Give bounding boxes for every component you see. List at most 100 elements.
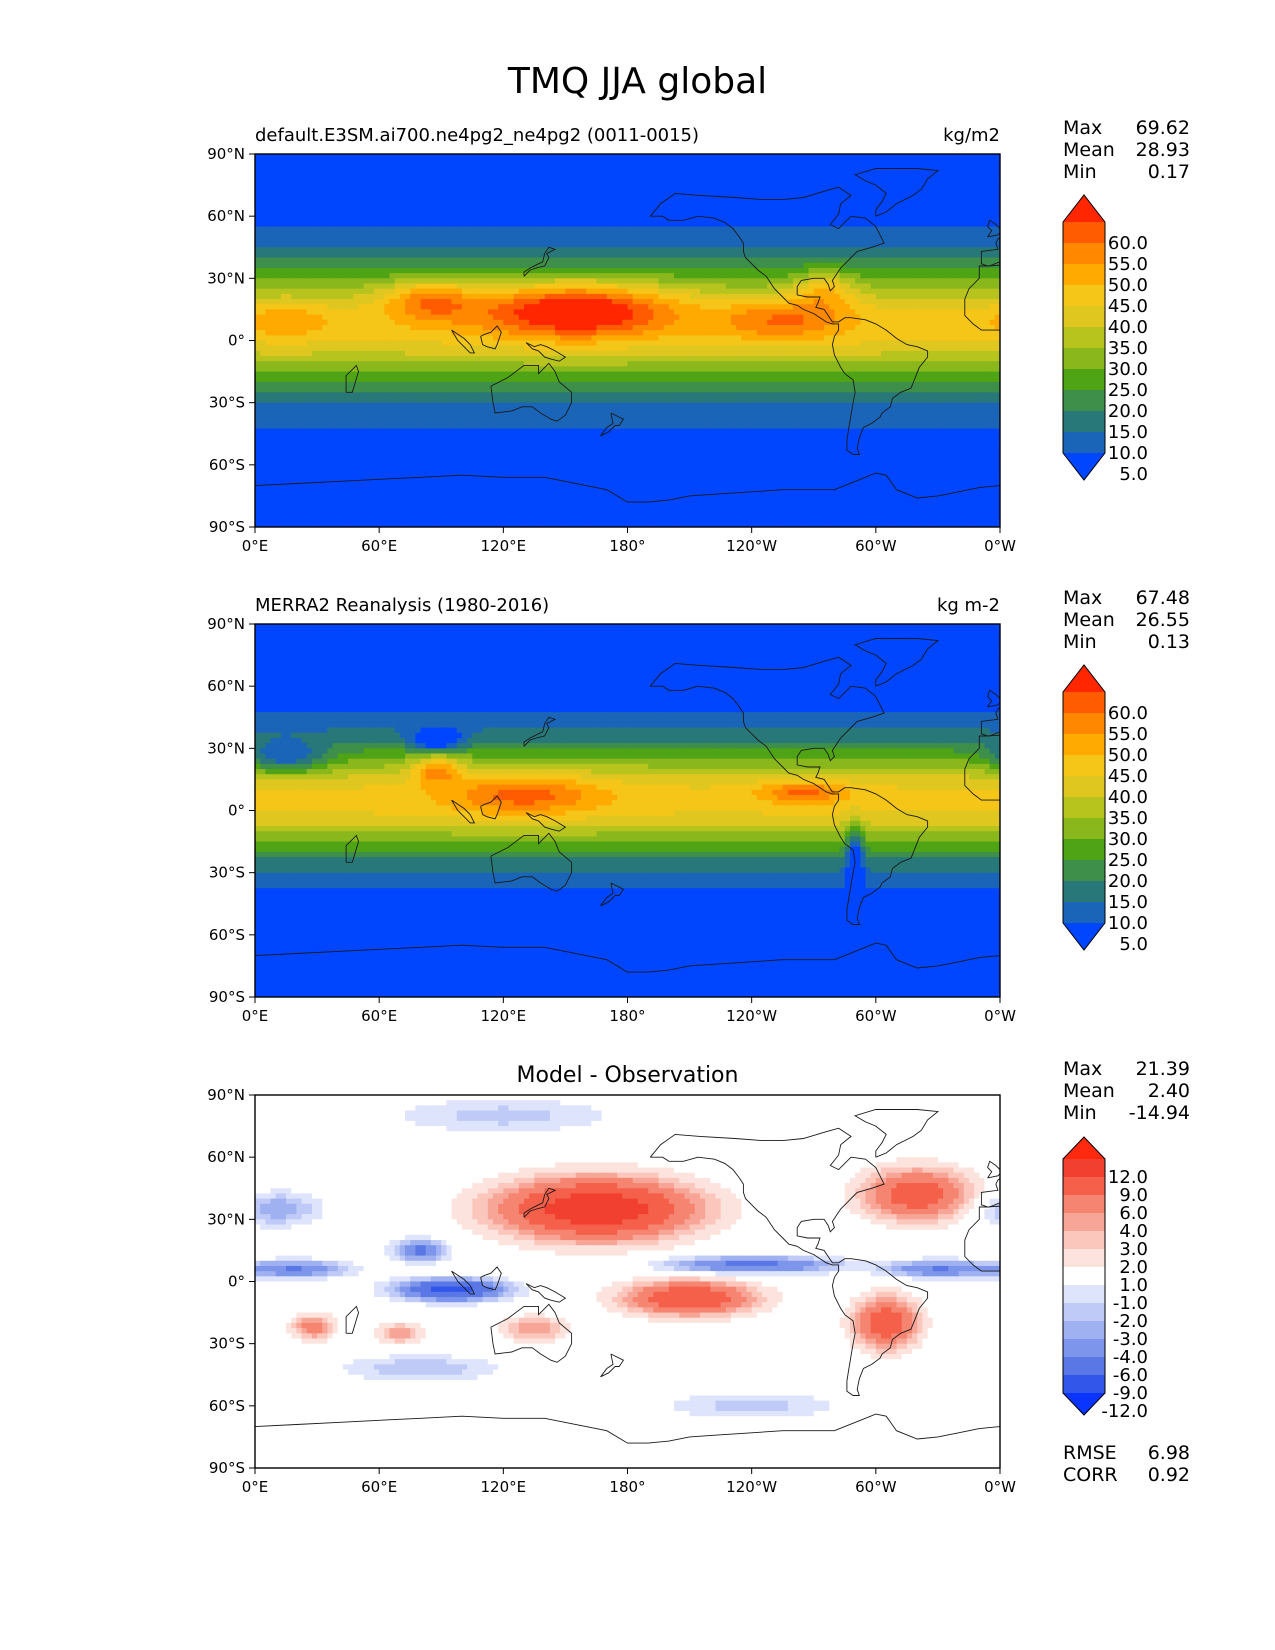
heatmap-cell [875,195,882,202]
heatmap-cell [839,304,846,311]
heatmap-cell [632,314,639,321]
heatmap-cell [855,304,861,311]
heatmap-cell [653,304,660,311]
heatmap-cell [865,299,872,305]
heatmap-cell [405,267,411,274]
heatmap-cell [839,216,846,222]
heatmap-cell [720,205,727,212]
heatmap-cell [534,190,541,197]
heatmap-cell [570,293,577,300]
heatmap-cell [611,216,618,222]
heatmap-cell [953,273,960,279]
heatmap-cell [948,304,955,311]
heatmap-cell [798,226,804,233]
heatmap-cell [725,273,732,279]
heatmap-cell [803,159,810,165]
heatmap-cell [824,324,830,331]
heatmap-cell [994,314,1000,321]
heatmap-cell [591,293,598,300]
heatmap-cell [870,226,877,233]
heatmap-cell [886,210,892,217]
heatmap-cell [425,262,432,269]
heatmap-cell [353,169,360,176]
heatmap-cell [679,309,686,316]
heatmap-cell [596,179,603,186]
heatmap-cell [410,236,416,243]
heatmap-cell [420,210,427,217]
heatmap-cell [643,309,649,316]
heatmap-cell [663,169,670,176]
heatmap-cell [270,231,277,238]
heatmap-cell [534,257,541,264]
heatmap-cell [601,159,608,165]
heatmap-cell [994,319,1000,326]
heatmap-cell [575,304,582,311]
heatmap-cell [529,236,535,243]
heatmap-cell [534,278,541,285]
heatmap-cell [937,304,944,311]
heatmap-cell [430,169,437,176]
heatmap-cell [958,319,965,326]
heatmap-cell [394,273,401,279]
heatmap-cell [684,221,691,228]
heatmap-cell [311,242,318,248]
heatmap-cell [373,273,380,279]
heatmap-cell [342,179,349,186]
heatmap-cell [368,242,375,248]
heatmap-cell [922,283,929,290]
heatmap-cell [927,226,934,233]
heatmap-cell [575,252,582,259]
heatmap-cell [653,179,660,186]
heatmap-cell [627,278,634,285]
heatmap-cell [373,231,380,238]
heatmap-cell [922,324,929,331]
heatmap-cell [415,267,422,274]
heatmap-cell [606,262,613,269]
heatmap-cell [622,283,629,290]
heatmap-cell [384,221,391,228]
heatmap-cell [974,174,980,181]
heatmap-cell [617,330,623,336]
heatmap-cell [730,221,737,228]
heatmap-cell [772,262,779,269]
heatmap-cell [410,226,416,233]
heatmap-cell [508,169,515,176]
heatmap-cell [348,330,354,336]
heatmap-cell [306,231,313,238]
heatmap-cell [834,262,841,269]
heatmap-cell [337,309,344,316]
heatmap-cell [689,309,696,316]
heatmap-cell [674,236,680,243]
heatmap-cell [658,164,665,171]
heatmap-cell [373,288,380,295]
heatmap-cell [989,236,996,243]
heatmap-cell [865,273,872,279]
heatmap-cell [549,221,556,228]
heatmap-cell [751,247,758,254]
heatmap-cell [818,200,825,207]
heatmap-cell [611,273,618,279]
heatmap-cell [601,288,608,295]
heatmap-cell [461,278,468,285]
heatmap-cell [953,195,960,202]
heatmap-cell [353,257,360,264]
heatmap-cell [544,278,551,285]
heatmap-cell [311,164,318,171]
heatmap-cell [508,257,515,264]
heatmap-cell [337,299,344,305]
heatmap-cell [524,200,530,207]
heatmap-cell [922,314,929,321]
heatmap-cell [689,236,696,243]
heatmap-cell [674,216,680,222]
heatmap-cell [451,283,458,290]
heatmap-cell [756,221,763,228]
heatmap-cell [746,314,753,321]
heatmap-cell [653,242,660,248]
heatmap-cell [637,236,644,243]
heatmap-cell [860,304,867,311]
heatmap-cell [596,154,603,160]
heatmap-cell [917,278,923,285]
heatmap-cell [405,231,411,238]
heatmap-cell [989,267,996,274]
heatmap-cell [549,226,556,233]
